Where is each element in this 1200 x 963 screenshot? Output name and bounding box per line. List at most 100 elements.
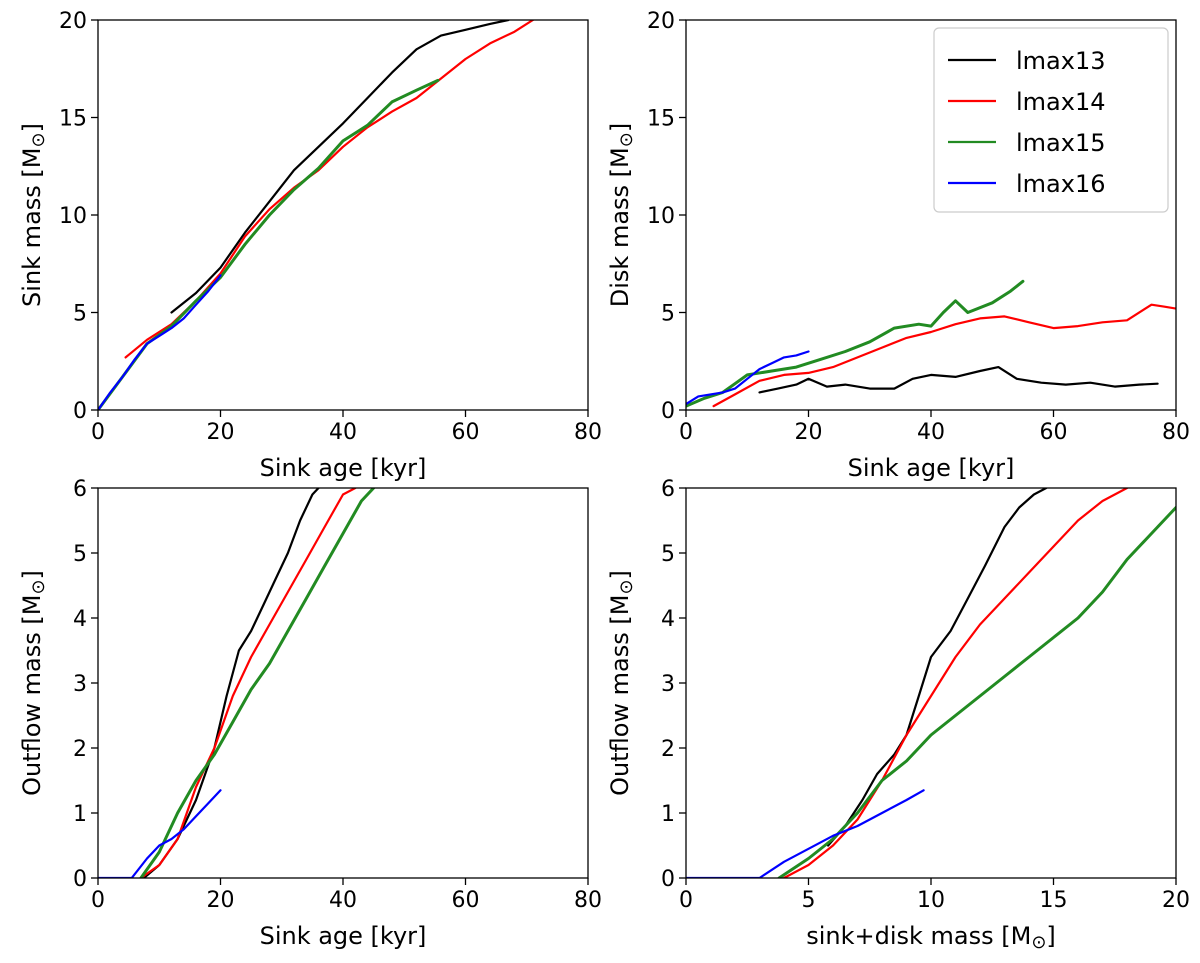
x-axis-label-close: ] (1046, 922, 1055, 950)
legend-label-lmax14: lmax14 (1016, 88, 1106, 116)
series-line-lmax15 (777, 506, 1176, 878)
x-tick-label: 10 (917, 888, 945, 913)
series-line-lmax13 (142, 488, 320, 878)
y-axis-label: Disk mass [M⊙] (606, 123, 637, 307)
axes-frame (685, 487, 1177, 879)
y-tick-label: 5 (661, 302, 675, 327)
y-tick-label: 5 (73, 542, 87, 567)
series-line-lmax13 (758, 366, 1159, 394)
y-axis-label-close: ] (18, 570, 46, 579)
series-line-lmax13 (170, 20, 510, 314)
y-axis-label-close: ] (606, 570, 634, 579)
series-line-lmax15 (686, 279, 1025, 408)
y-axis-label-sun-symbol: ⊙ (616, 132, 637, 147)
y-tick-label: 0 (661, 867, 675, 892)
y-tick-label: 5 (73, 302, 87, 327)
series-line-lmax16 (686, 350, 810, 406)
x-tick-label: 40 (917, 420, 945, 445)
x-tick-label: 20 (207, 888, 235, 913)
y-axis-label-text: Sink mass [M (18, 148, 46, 307)
x-tick-label: 0 (679, 888, 693, 913)
y-tick-label: 6 (73, 477, 87, 502)
y-axis-label-text: Outflow mass [M (606, 595, 634, 796)
x-tick-label: 20 (207, 420, 235, 445)
y-axis-label: Outflow mass [M⊙] (18, 570, 49, 796)
y-tick-label: 3 (661, 672, 675, 697)
legend-label-lmax15: lmax15 (1016, 129, 1106, 157)
series-line-lmax16 (686, 789, 925, 878)
x-tick-label: 20 (795, 420, 823, 445)
y-tick-label: 2 (661, 737, 675, 762)
y-tick-label: 10 (59, 204, 87, 229)
x-tick-label: 40 (329, 888, 357, 913)
panel-3: 0 20 40 60 80 0 1 2 3 4 5 6 Sink age [kyr] Outflow ma… (18, 477, 602, 950)
y-tick-label: 1 (73, 802, 87, 827)
legend: lmax13 lmax14 lmax15 lmax16 (933, 27, 1169, 213)
axes-frame (97, 487, 589, 879)
y-tick-label: 0 (661, 399, 675, 424)
series-line-lmax15 (98, 78, 440, 410)
x-tick-label: 20 (1162, 888, 1190, 913)
series-line-lmax16 (98, 789, 222, 878)
y-tick-label: 2 (73, 737, 87, 762)
y-axis-label: Sink mass [M⊙] (18, 123, 49, 307)
y-tick-label: 20 (647, 9, 675, 34)
y-tick-label: 3 (73, 672, 87, 697)
x-tick-label: 80 (574, 888, 602, 913)
x-axis-label-text: Sink age [kyr] (260, 454, 427, 482)
x-tick-label: 80 (574, 420, 602, 445)
x-tick-label: 0 (91, 888, 105, 913)
y-tick-label: 4 (73, 607, 87, 632)
y-tick-label: 5 (661, 542, 675, 567)
series-line-lmax14 (139, 488, 357, 878)
x-axis-label: Sink age [kyr] (848, 454, 1015, 482)
y-tick-label: 0 (73, 867, 87, 892)
y-tick-label: 1 (661, 802, 675, 827)
y-axis-label-close: ] (18, 123, 46, 132)
series-line-lmax14 (124, 20, 535, 359)
y-tick-label: 20 (59, 9, 87, 34)
y-tick-label: 0 (73, 399, 87, 424)
x-tick-label: 80 (1162, 420, 1190, 445)
y-tick-label: 4 (661, 607, 675, 632)
legend-label-lmax16: lmax16 (1016, 170, 1106, 198)
x-axis-label-text: Sink age [kyr] (848, 454, 1015, 482)
plot-area (98, 488, 376, 878)
panel-1: 0 20 40 60 80 0 5 10 15 20 Sink age [kyr] Sink mass… (18, 9, 602, 482)
y-tick-label: 10 (647, 204, 675, 229)
y-axis-label-text: Disk mass [M (606, 147, 634, 307)
y-tick-label: 6 (661, 477, 675, 502)
x-axis-label: Sink age [kyr] (260, 454, 427, 482)
x-tick-label: 60 (452, 420, 480, 445)
x-axis-label-sun-symbol: ⊙ (1031, 932, 1046, 953)
y-axis-label-sun-symbol: ⊙ (28, 132, 49, 147)
x-tick-label: 5 (802, 888, 816, 913)
x-tick-label: 60 (452, 888, 480, 913)
y-axis-label-close: ] (606, 123, 634, 132)
plot-area (686, 488, 1176, 878)
legend-label-lmax13: lmax13 (1016, 47, 1106, 75)
y-axis-label-sun-symbol: ⊙ (28, 579, 49, 594)
x-tick-label: 0 (91, 420, 105, 445)
y-axis-label: Outflow mass [M⊙] (606, 570, 637, 796)
y-tick-label: 15 (647, 107, 675, 132)
legend-box (933, 27, 1169, 213)
x-axis-label-text: sink+disk mass [M (806, 922, 1031, 950)
series-line-lmax14 (712, 303, 1176, 408)
x-tick-label: 0 (679, 420, 693, 445)
x-tick-label: 40 (329, 420, 357, 445)
series-line-lmax14 (782, 488, 1129, 878)
series-line-lmax13 (826, 488, 1048, 847)
x-tick-label: 60 (1040, 420, 1068, 445)
panel-2: 0 20 40 60 80 0 5 10 15 20 Sink age [kyr] Disk mass… (606, 9, 1190, 482)
x-tick-label: 15 (1040, 888, 1068, 913)
series-line-lmax15 (139, 488, 376, 878)
axes-frame (97, 19, 589, 411)
plot-area (686, 279, 1176, 408)
series-line-lmax16 (98, 274, 222, 410)
x-axis-label: Sink age [kyr] (260, 922, 427, 950)
x-axis-label-text: Sink age [kyr] (260, 922, 427, 950)
x-axis-label: sink+disk mass [M⊙] (806, 922, 1056, 953)
